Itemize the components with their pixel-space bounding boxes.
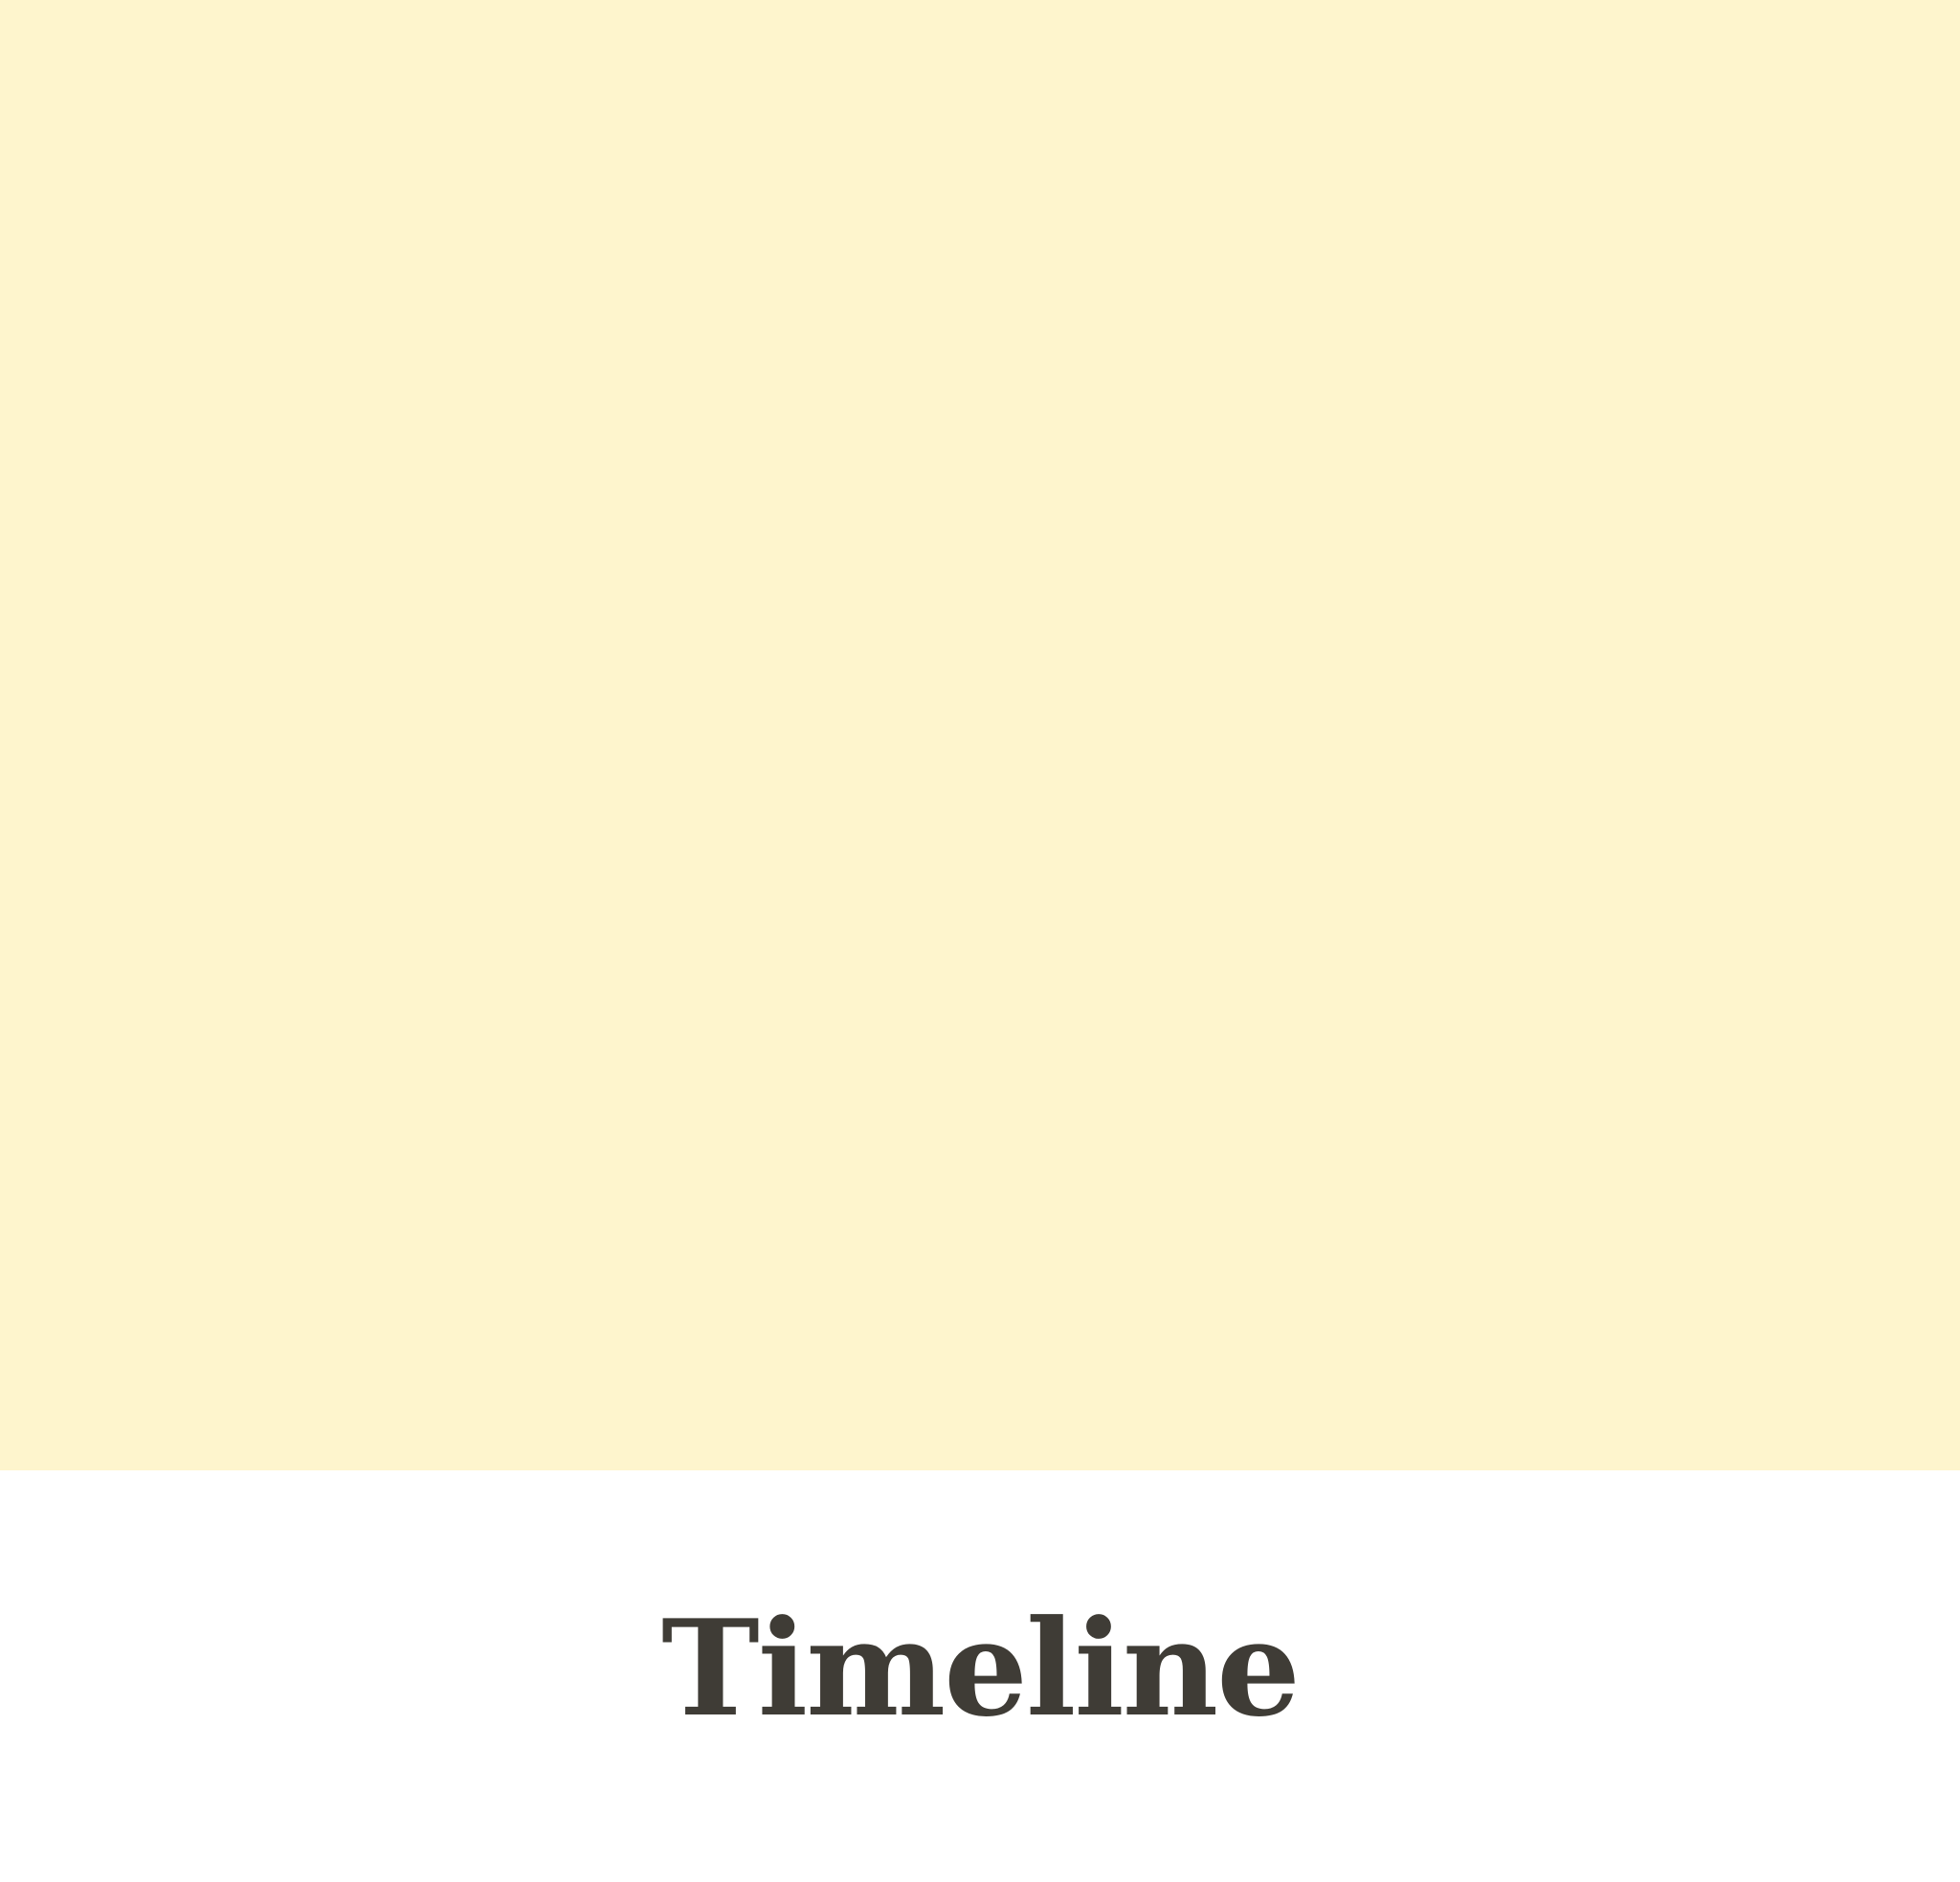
footer: Timeline [0,1470,1960,1882]
hero-panel [0,0,1960,1470]
section-title: Timeline [661,1590,1301,1746]
